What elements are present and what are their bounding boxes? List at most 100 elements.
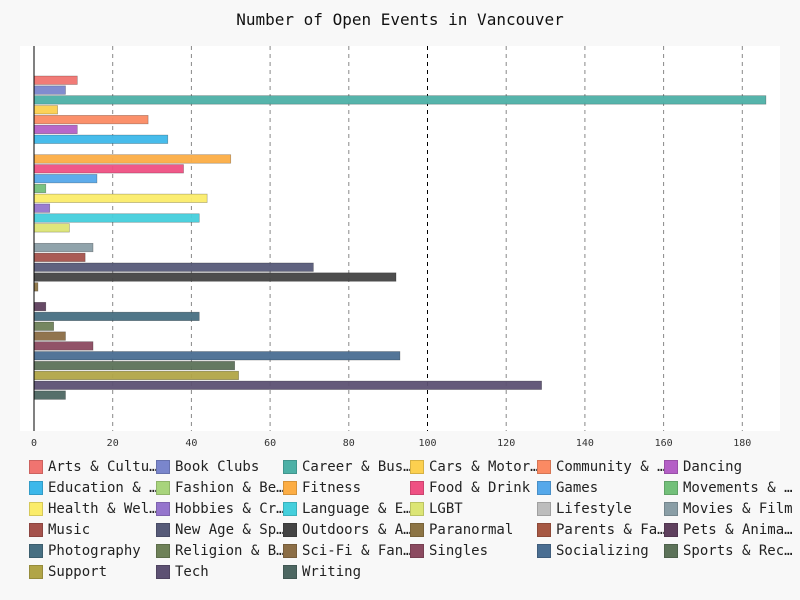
bar <box>33 282 39 292</box>
legend-item[interactable]: Arts & Cultu… <box>29 458 158 476</box>
x-tick-label: 0 <box>31 438 37 449</box>
bar <box>33 213 200 223</box>
legend-label: Book Clubs <box>175 459 260 475</box>
legend-item[interactable]: Dancing <box>664 458 742 476</box>
legend-label: Writing <box>302 564 362 580</box>
legend-swatch <box>156 565 170 579</box>
legend-item[interactable]: Book Clubs <box>156 458 259 476</box>
bar <box>33 95 767 105</box>
legend-label: Paranormal <box>429 522 514 538</box>
legend-item[interactable]: Food & Drink <box>410 479 530 497</box>
bar <box>33 370 239 381</box>
legend-item[interactable]: Photography <box>29 542 141 560</box>
legend-item[interactable]: Socializing <box>537 542 649 560</box>
legend-swatch <box>410 502 424 516</box>
bar <box>33 203 51 213</box>
legend-label: Cars & Motor… <box>429 459 539 475</box>
legend-label: Pets & Anima… <box>683 522 793 538</box>
bar <box>33 361 235 371</box>
legend-swatch <box>537 544 551 558</box>
legend-item[interactable]: Fashion & Be… <box>156 479 285 497</box>
legend-swatch <box>29 460 43 474</box>
legend-item[interactable]: Writing <box>283 563 361 581</box>
legend-label: Socializing <box>556 543 649 559</box>
legend-item[interactable]: Education & … <box>29 479 158 497</box>
legend-swatch <box>156 460 170 474</box>
legend-swatch <box>664 460 678 474</box>
bar <box>33 380 542 390</box>
legend-swatch <box>283 523 297 537</box>
bar <box>33 341 94 351</box>
legend-item[interactable]: Pets & Anima… <box>664 521 793 539</box>
x-tick-label: 100 <box>418 438 436 449</box>
x-tick-label: 60 <box>264 438 276 449</box>
bar <box>33 252 86 262</box>
bar <box>33 154 232 164</box>
legend-swatch <box>410 544 424 558</box>
legend-item[interactable]: Music <box>29 521 90 539</box>
bar <box>33 115 149 125</box>
legend-label: Health & Wel… <box>48 501 158 517</box>
legend-item[interactable]: Career & Bus… <box>283 458 412 476</box>
legend-item[interactable]: Religion & B… <box>156 542 285 560</box>
legend-swatch <box>283 460 297 474</box>
x-tick-label: 80 <box>343 438 355 449</box>
legend-label: LGBT <box>429 501 463 517</box>
legend-swatch <box>537 523 551 537</box>
x-tick-label: 140 <box>576 438 594 449</box>
legend-label: Singles <box>429 543 489 559</box>
legend-item[interactable]: Movements & … <box>664 479 793 497</box>
legend-item[interactable]: Health & Wel… <box>29 500 158 518</box>
legend-label: Career & Bus… <box>302 459 412 475</box>
legend-item[interactable]: Singles <box>410 542 488 560</box>
bar <box>33 124 78 134</box>
bar <box>33 85 66 95</box>
legend-swatch <box>283 565 297 579</box>
legend-label: Sports & Rec… <box>683 543 793 559</box>
legend-item[interactable]: Fitness <box>283 479 361 497</box>
legend-swatch <box>537 460 551 474</box>
legend-item[interactable]: Lifestyle <box>537 500 632 518</box>
legend-label: Photography <box>48 543 141 559</box>
legend-item[interactable]: LGBT <box>410 500 463 518</box>
legend-item[interactable]: Community & … <box>537 458 666 476</box>
legend-label: Outdoors & A… <box>302 522 412 538</box>
bar <box>33 75 78 85</box>
legend-item[interactable]: Sci-Fi & Fan… <box>283 542 412 560</box>
x-tick-label: 120 <box>497 438 515 449</box>
legend-swatch <box>29 565 43 579</box>
bar <box>33 262 314 272</box>
legend-item[interactable]: Hobbies & Cr… <box>156 500 285 518</box>
legend-label: Language & E… <box>302 501 412 517</box>
legend-swatch <box>283 481 297 495</box>
bar <box>33 223 70 233</box>
legend-label: Education & … <box>48 480 158 496</box>
bar <box>33 390 66 400</box>
legend-item[interactable]: Parents & Fa… <box>537 521 666 539</box>
legend-label: Hobbies & Cr… <box>175 501 285 517</box>
legend-item[interactable]: Tech <box>156 563 209 581</box>
bar <box>33 311 200 321</box>
legend-label: Community & … <box>556 459 666 475</box>
bar <box>33 174 98 184</box>
legend-swatch <box>664 523 678 537</box>
bar <box>33 105 58 115</box>
legend-label: Support <box>48 564 108 580</box>
legend-label: Movies & Film <box>683 501 793 517</box>
x-tick-label: 40 <box>185 438 197 449</box>
legend-item[interactable]: Language & E… <box>283 500 412 518</box>
legend-item[interactable]: New Age & Sp… <box>156 521 285 539</box>
legend-item[interactable]: Movies & Film <box>664 500 793 518</box>
legend-item[interactable]: Games <box>537 479 598 497</box>
legend-item[interactable]: Outdoors & A… <box>283 521 412 539</box>
legend-item[interactable]: Paranormal <box>410 521 513 539</box>
legend-label: Lifestyle <box>556 501 632 517</box>
legend-swatch <box>156 502 170 516</box>
legend-item[interactable]: Sports & Rec… <box>664 542 793 560</box>
legend-swatch <box>664 481 678 495</box>
legend-swatch <box>283 502 297 516</box>
legend-swatch <box>29 544 43 558</box>
legend-item[interactable]: Support <box>29 563 107 581</box>
legend-swatch <box>156 481 170 495</box>
legend-item[interactable]: Cars & Motor… <box>410 458 539 476</box>
